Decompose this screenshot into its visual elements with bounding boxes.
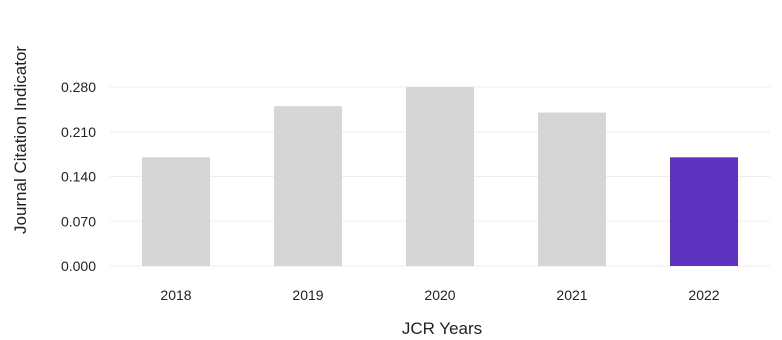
bar-2022[interactable]	[670, 157, 738, 266]
y-tick-label: 0.070	[61, 213, 96, 229]
x-axis-title: JCR Years	[402, 319, 482, 338]
bar-2018[interactable]	[142, 157, 210, 266]
bar-2020[interactable]	[406, 87, 474, 266]
x-tick-label: 2022	[688, 287, 719, 303]
x-tick-label: 2020	[424, 287, 455, 303]
y-tick-label: 0.210	[61, 124, 96, 140]
x-axis-ticks: 2018 2019 2020 2021 2022	[160, 287, 719, 303]
bars	[142, 87, 738, 266]
y-tick-label: 0.000	[61, 258, 96, 274]
x-tick-label: 2018	[160, 287, 191, 303]
bar-2021[interactable]	[538, 112, 606, 266]
bar-2019[interactable]	[274, 106, 342, 266]
x-tick-label: 2019	[292, 287, 323, 303]
y-tick-label: 0.280	[61, 79, 96, 95]
y-tick-label: 0.140	[61, 169, 96, 185]
y-axis-title: Journal Citation Indicator	[11, 46, 30, 234]
y-axis-ticks: 0.000 0.070 0.140 0.210 0.280	[61, 79, 96, 274]
x-tick-label: 2021	[556, 287, 587, 303]
